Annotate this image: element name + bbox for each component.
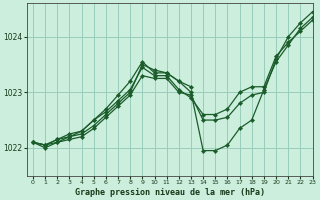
X-axis label: Graphe pression niveau de la mer (hPa): Graphe pression niveau de la mer (hPa) — [75, 188, 265, 197]
